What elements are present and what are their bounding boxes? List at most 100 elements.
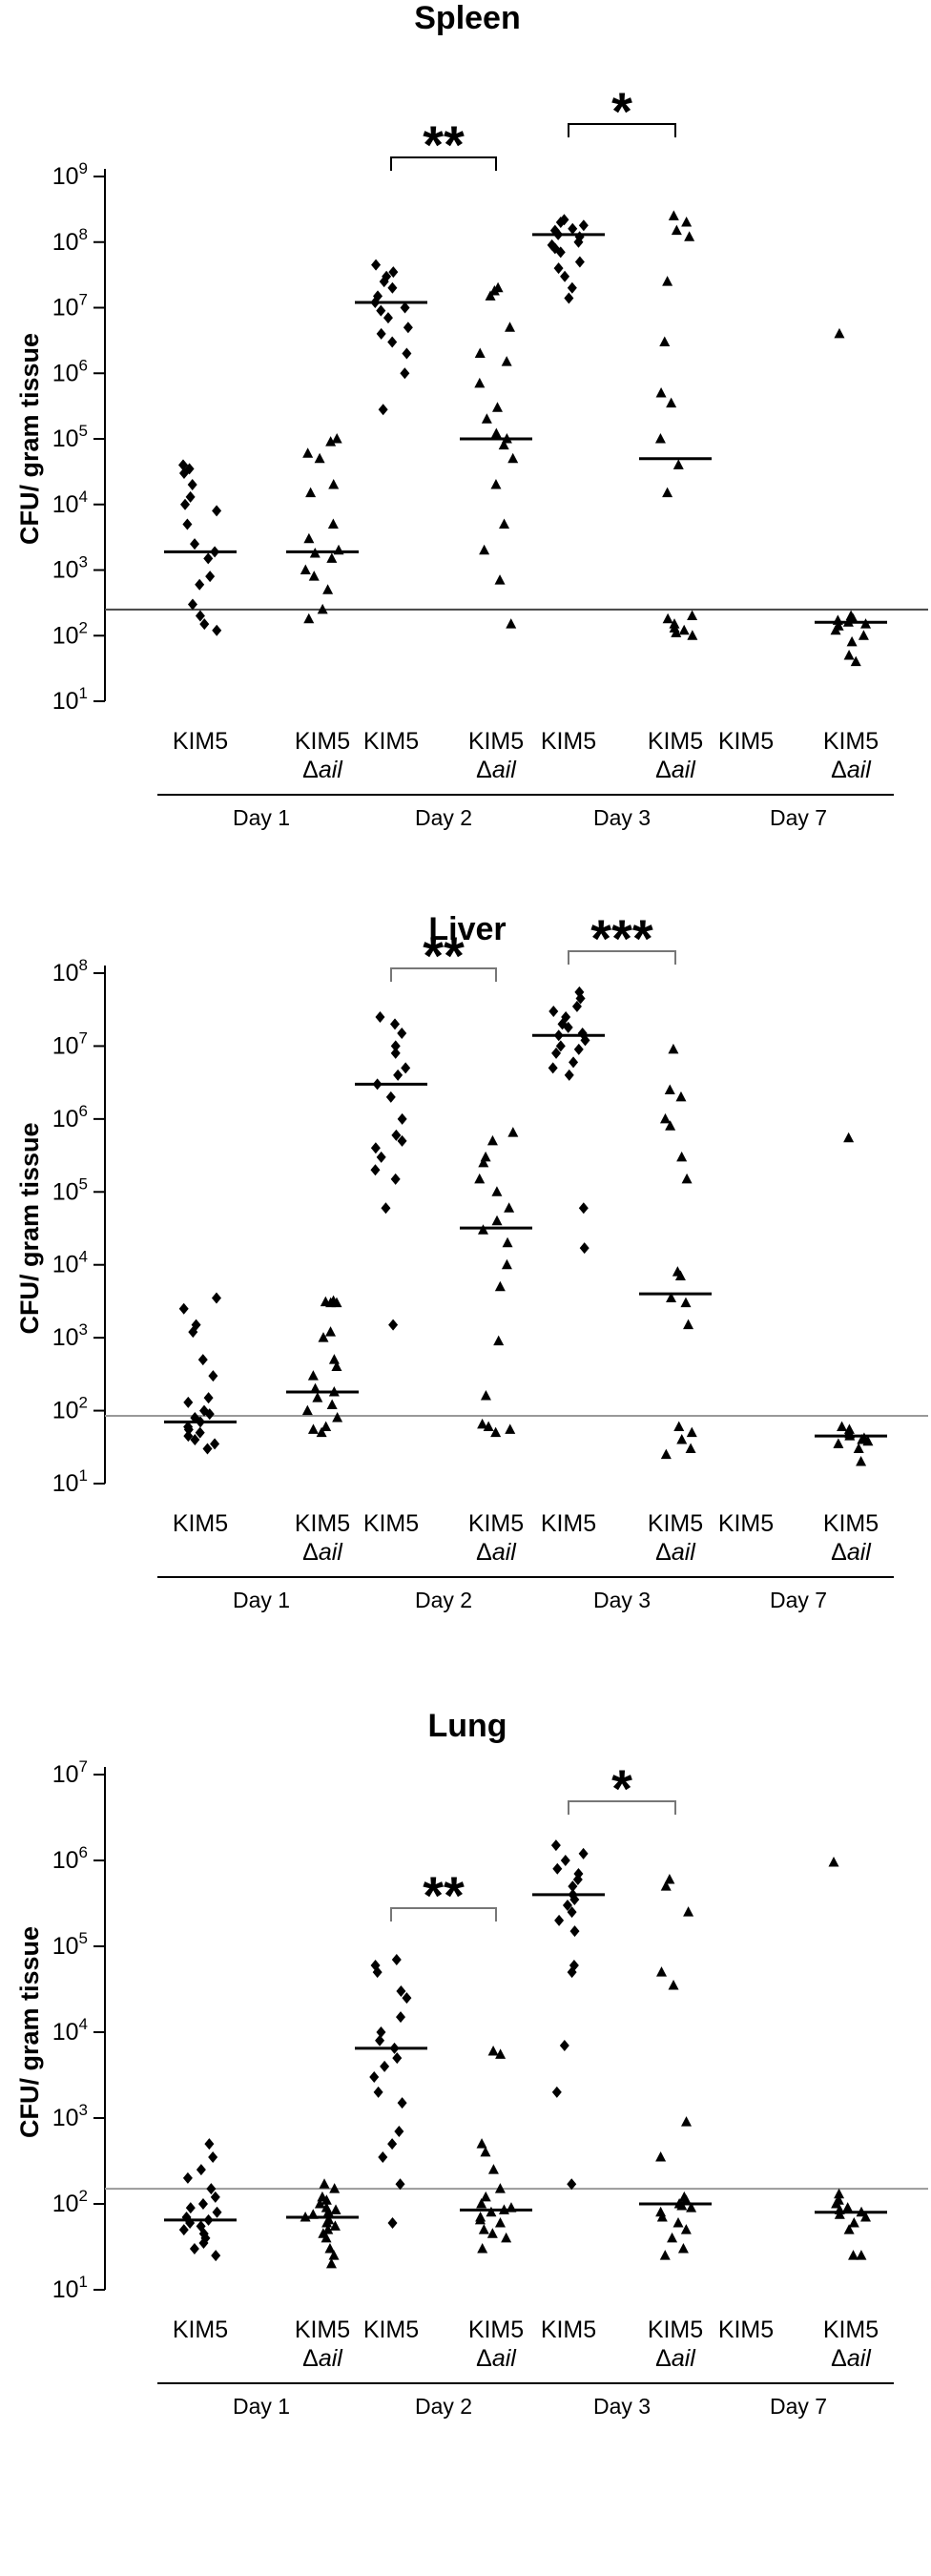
data-point: [683, 1319, 694, 1330]
data-point: [392, 2052, 403, 2065]
data-point: [300, 564, 311, 574]
data-point: [477, 1418, 488, 1429]
data-point: [665, 1120, 676, 1131]
data-point: [318, 1332, 329, 1342]
y-axis-label: CFU/ gram tissue: [15, 1926, 44, 2138]
data-point: [397, 2097, 407, 2109]
category-label: KIM5: [718, 728, 774, 755]
panel-lung: Lung CFU/ gram tissue 101 102 103 104 105 106 10…: [15, 1708, 928, 2419]
data-point: [831, 2198, 842, 2209]
data-point: [189, 2243, 199, 2255]
data-point: [185, 490, 196, 503]
category-sublabel: Δail: [655, 757, 696, 783]
data-point: [833, 1438, 844, 1448]
data-point: [675, 1091, 687, 1102]
data-point: [560, 270, 570, 282]
significance-bracket: [568, 950, 676, 965]
data-point: [687, 630, 698, 640]
day-label: Day 3: [593, 2394, 651, 2419]
data-point: [656, 1966, 668, 1977]
data-point: [477, 2243, 488, 2254]
data-point: [667, 2232, 678, 2243]
data-point: [502, 1236, 513, 1248]
data-point: [569, 1894, 580, 1906]
data-point: [491, 1215, 503, 1226]
data-point: [579, 1242, 590, 1255]
data-point: [188, 1326, 198, 1339]
data-point: [376, 304, 386, 317]
day-label: Day 7: [770, 1588, 827, 1612]
data-point: [676, 1433, 688, 1444]
significance-stars: *: [611, 1758, 632, 1818]
data-point: [393, 1069, 403, 1081]
data-point: [328, 1354, 340, 1364]
data-point: [862, 1435, 874, 1446]
data-point: [481, 413, 492, 424]
significance-bracket: [390, 1907, 497, 1922]
data-point: [573, 1043, 584, 1055]
data-point: [321, 2216, 333, 2228]
data-point: [182, 2171, 193, 2184]
data-point: [371, 259, 382, 271]
data-point: [305, 487, 317, 498]
data-point: [655, 2151, 667, 2162]
data-point: [680, 1297, 692, 1308]
category-label: KIM5: [173, 1510, 228, 1537]
data-point: [387, 336, 398, 348]
data-point: [187, 479, 197, 491]
data-point: [551, 2086, 562, 2098]
data-point: [494, 2216, 506, 2228]
data-point: [325, 1297, 337, 1308]
data-point: [328, 479, 340, 489]
data-point: [474, 377, 486, 388]
data-point: [322, 2224, 334, 2234]
data-point: [505, 1423, 516, 1434]
data-point: [671, 224, 682, 236]
data-point: [302, 447, 314, 458]
y-tick-label: 106: [52, 1102, 88, 1132]
data-point: [856, 2250, 867, 2260]
data-point: [504, 1202, 515, 1213]
category-sublabel: Δail: [476, 757, 517, 783]
data-point: [310, 1382, 321, 1394]
data-point: [203, 1392, 214, 1404]
data-point: [553, 262, 564, 275]
data-point: [674, 1270, 686, 1281]
data-point: [331, 1361, 342, 1372]
data-point: [378, 404, 388, 416]
data-point: [573, 236, 584, 248]
y-tick-label: 102: [52, 1394, 88, 1424]
data-point: [683, 1906, 694, 1917]
y-tick-label: 106: [52, 1843, 88, 1874]
significance-bracket: [568, 123, 676, 137]
data-point: [834, 2209, 845, 2219]
significance-stars: ***: [590, 908, 653, 968]
data-point: [369, 2071, 380, 2084]
significance-bracket: [390, 156, 497, 171]
data-point: [567, 2178, 577, 2191]
data-point: [834, 2188, 845, 2199]
data-point: [190, 538, 200, 551]
data-point: [684, 231, 695, 241]
data-point: [397, 1027, 407, 1039]
data-point: [178, 2224, 189, 2236]
data-point: [662, 487, 673, 498]
group-7: [815, 327, 887, 667]
data-point: [673, 1421, 685, 1432]
y-tick-label: 109: [52, 159, 88, 190]
category-label: KIM5: [823, 2316, 879, 2343]
data-point: [476, 2138, 487, 2149]
data-point: [495, 2048, 507, 2059]
significance-stars: *: [611, 81, 632, 141]
y-tick-label: 104: [52, 2015, 88, 2046]
panel-liver: Liver CFU/ gram tissue 101 102 103 104 105 106 1…: [15, 908, 928, 1612]
data-point: [212, 2206, 222, 2218]
data-point: [211, 2250, 221, 2262]
group-7: [815, 1132, 887, 1466]
data-point: [190, 1433, 200, 1445]
data-point: [185, 2202, 196, 2214]
group-5: [639, 210, 712, 640]
data-point: [199, 618, 210, 631]
significance-bracket: [568, 1800, 676, 1815]
data-point: [325, 2257, 337, 2269]
